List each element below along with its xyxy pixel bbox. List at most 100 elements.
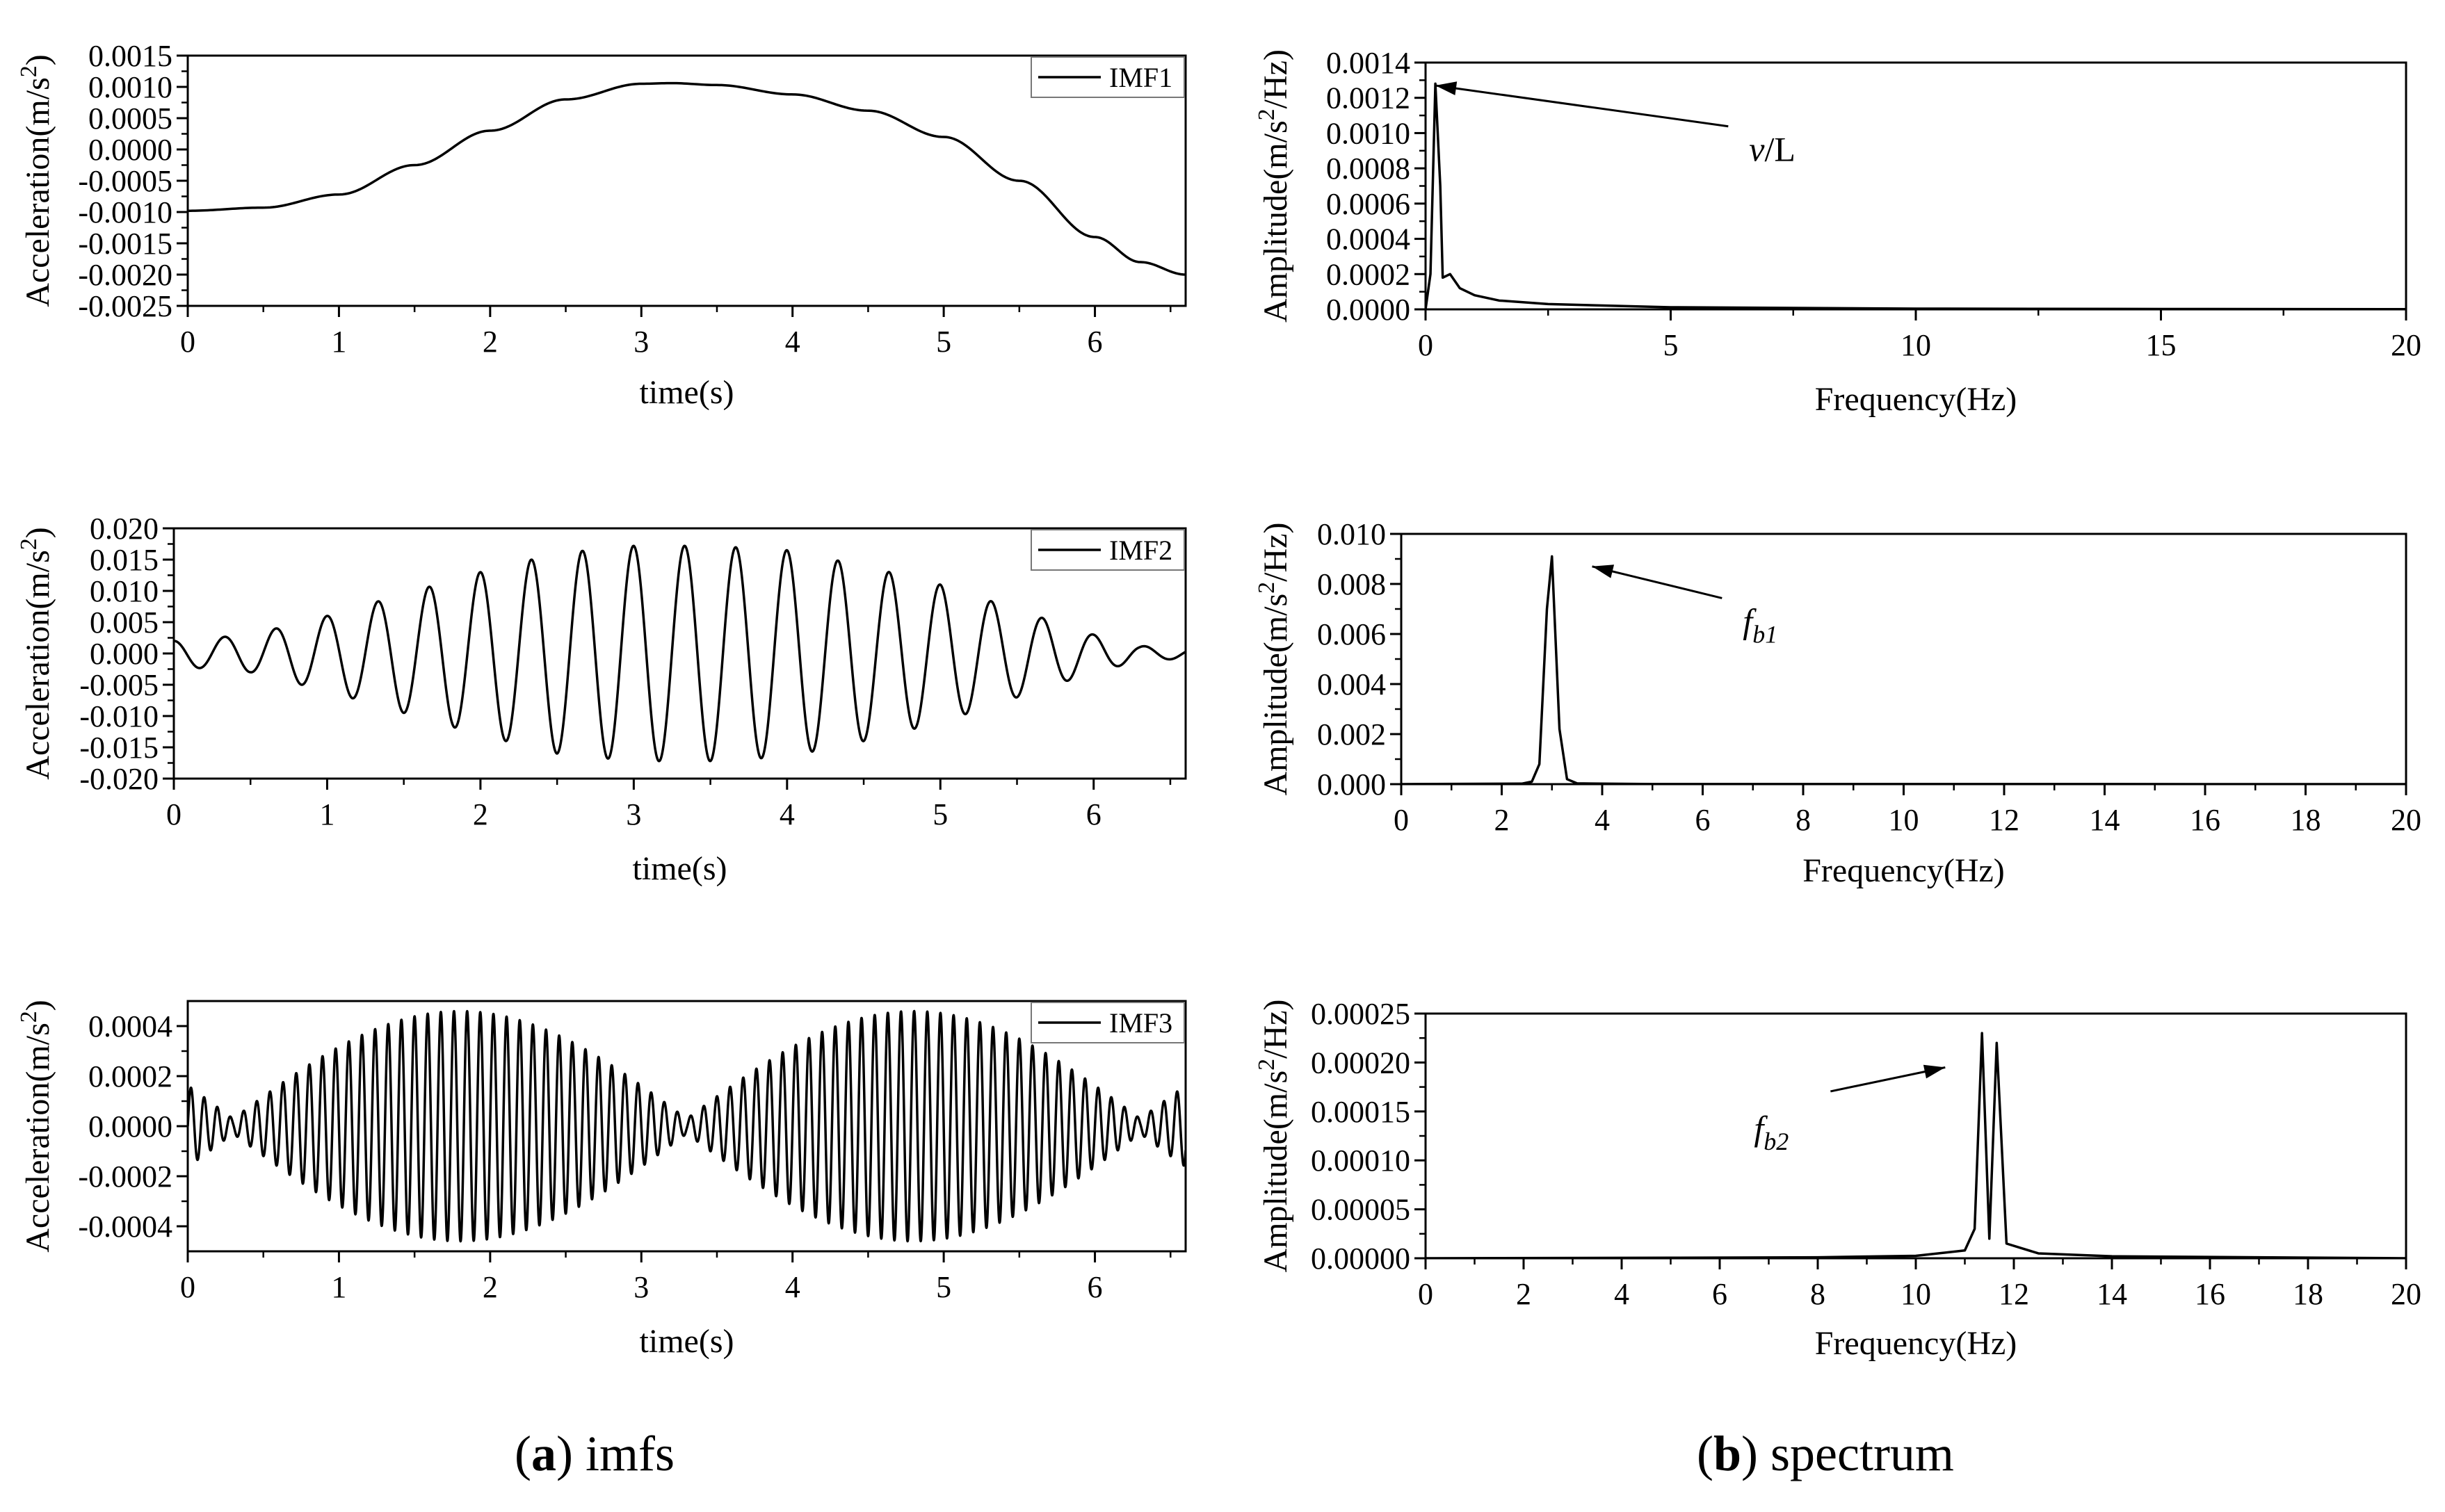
x-tick-label: 2	[483, 1270, 498, 1304]
x-tick-label: 1	[331, 325, 346, 359]
x-tick-label: 3	[626, 797, 641, 831]
chart-imf1: 0 1 2 3 4 5 6 -0.0025-0.0020-0.0015-0.0010-0.00…	[16, 39, 1187, 411]
series-line	[1426, 82, 2406, 309]
y-tick-label: 0.020	[90, 512, 159, 546]
caption-a-letter: a	[531, 1426, 556, 1481]
caption-b-text: spectrum	[1770, 1426, 1954, 1481]
y-tick-label: -0.020	[79, 762, 159, 796]
x-tick-label: 3	[634, 1270, 649, 1304]
y-tick-label: 0.0002	[1326, 257, 1410, 291]
chart-spectrum-2: 0 2 4 6 8 10 12 14 16 18 20 0.000 0.002 0.004 0.006 0.0…	[1254, 517, 2421, 889]
x-tick-label: 10	[1901, 328, 1931, 362]
x-tick-label: 18	[2293, 1277, 2323, 1311]
y-tick-label: -0.005	[79, 668, 159, 702]
x-tick-label: 20	[2391, 803, 2421, 837]
annotation-arrow	[1435, 84, 1729, 128]
x-tick-label: 0	[1418, 1277, 1433, 1311]
y-tick-label: 0.0002	[88, 1059, 172, 1094]
legend-label: IMF2	[1109, 535, 1172, 566]
y-tick-label: 0.0010	[1326, 116, 1410, 150]
caption-b-letter: b	[1713, 1426, 1742, 1481]
series-line	[188, 1009, 1186, 1243]
y-tick-label: 0.005	[90, 605, 159, 640]
legend-label: IMF1	[1109, 62, 1172, 93]
y-tick-label: -0.0010	[78, 195, 172, 229]
y-tick-label: -0.0004	[78, 1210, 172, 1244]
x-tick-label: 12	[1999, 1277, 2029, 1311]
annotation-label: v/L	[1749, 130, 1796, 169]
x-axis-label: Frequency(Hz)	[1815, 1325, 2017, 1362]
y-tick-label: 0.002	[1317, 717, 1386, 751]
y-tick-label: 0.0000	[88, 1109, 172, 1144]
series-line	[188, 81, 1186, 276]
series-line	[1426, 1032, 2406, 1258]
x-tick-label: 8	[1796, 803, 1811, 837]
x-tick-label: 5	[933, 797, 948, 831]
y-axis-label: Acceleration(m/s2)	[16, 54, 56, 307]
plot-frame	[1424, 1012, 2407, 1260]
y-tick-label: 0.00005	[1311, 1193, 1410, 1227]
x-tick-label: 6	[1088, 325, 1103, 359]
y-tick-label: -0.010	[79, 699, 159, 733]
y-tick-label: 0.0008	[1326, 152, 1410, 186]
y-axis-label: Amplitude(m/s2/Hz)	[1254, 523, 1294, 796]
y-tick-label: 0.000	[1317, 767, 1386, 802]
y-tick-label: 0.006	[1317, 617, 1386, 651]
y-tick-label: -0.0025	[78, 289, 172, 323]
x-tick-label: 12	[1989, 803, 2019, 837]
caption-a-text: imfs	[585, 1426, 675, 1481]
y-tick-label: -0.0015	[78, 227, 172, 261]
x-tick-label: 4	[785, 1270, 800, 1304]
x-tick-label: 10	[1889, 803, 1919, 837]
x-tick-label: 5	[1663, 328, 1679, 362]
y-axis-label: Acceleration(m/s2)	[16, 527, 56, 780]
x-axis-label: Frequency(Hz)	[1815, 381, 2017, 418]
y-tick-label: 0.00025	[1311, 997, 1410, 1031]
x-tick-label: 20	[2391, 328, 2421, 362]
x-axis-label: time(s)	[633, 850, 727, 887]
x-axis-label: Frequency(Hz)	[1802, 852, 2005, 889]
y-axis-label: Amplitude(m/s2/Hz)	[1254, 49, 1294, 323]
annotation-label: fb1	[1743, 601, 1777, 648]
x-tick-label: 0	[1418, 328, 1433, 362]
y-tick-label: 0.0004	[1326, 222, 1410, 257]
x-tick-label: 0	[180, 1270, 195, 1304]
y-tick-label: 0.0015	[88, 39, 172, 73]
x-tick-label: 6	[1695, 803, 1711, 837]
y-tick-label: 0.000	[90, 637, 159, 671]
x-tick-label: 2	[473, 797, 488, 831]
y-tick-label: 0.00000	[1311, 1242, 1410, 1276]
series-line	[174, 544, 1186, 763]
x-tick-label: 14	[2097, 1277, 2127, 1311]
x-tick-label: 16	[2190, 803, 2220, 837]
x-tick-label: 0	[166, 797, 181, 831]
chart-imf3: 0 1 2 3 4 5 6 -0.0004 -0.0002 0.0000 0.0002 0.0004 t…	[16, 1000, 1187, 1360]
y-tick-label: 0.0012	[1326, 81, 1410, 115]
y-tick-label: 0.004	[1317, 667, 1386, 701]
caption-b: (b) spectrum	[1697, 1426, 1954, 1481]
y-axis-label: Acceleration(m/s2)	[16, 1000, 56, 1253]
chart-imf2: 0 1 2 3 4 5 6 -0.020-0.015-0.010-0.0050.0000.00…	[16, 512, 1187, 887]
x-tick-label: 4	[1595, 803, 1610, 837]
x-tick-label: 14	[2090, 803, 2120, 837]
x-tick-label: 2	[1494, 803, 1510, 837]
x-tick-label: 6	[1088, 1270, 1103, 1304]
y-tick-label: 0.0000	[1326, 293, 1410, 327]
annotation-arrowhead	[1592, 564, 1615, 578]
x-tick-label: 4	[785, 325, 800, 359]
y-tick-label: 0.0005	[88, 101, 172, 136]
y-tick-label: 0.0000	[88, 133, 172, 167]
legend-label: IMF3	[1109, 1007, 1172, 1039]
x-tick-label: 0	[1394, 803, 1409, 837]
plot-frame	[1424, 61, 2407, 311]
y-tick-label: 0.0004	[88, 1009, 172, 1043]
series-line	[1401, 555, 2406, 784]
y-tick-label: 0.008	[1317, 567, 1386, 601]
x-tick-label: 3	[634, 325, 649, 359]
x-tick-label: 10	[1901, 1277, 1931, 1311]
chart-spectrum-3: 0 2 4 6 8 10 12 14 16 18 20 0.00000 0.00005 0.00010 0.…	[1254, 997, 2421, 1362]
y-tick-label: -0.015	[79, 731, 159, 765]
y-tick-label: 0.015	[90, 543, 159, 577]
y-tick-label: 0.010	[90, 574, 159, 608]
